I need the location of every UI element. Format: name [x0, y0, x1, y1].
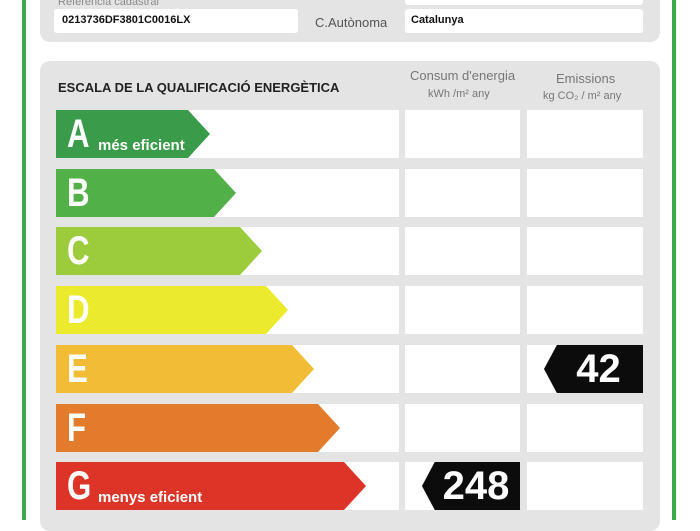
- emissions-cell: [527, 404, 643, 452]
- certificate-frame: [22, 0, 676, 520]
- energy-class-caption: més eficient: [98, 137, 185, 154]
- energy-class-bar: D: [56, 286, 288, 334]
- rating-badge: 248: [422, 462, 520, 510]
- energy-class-bar: B: [56, 169, 236, 217]
- consumption-cell: [405, 169, 520, 217]
- emissions-cell: [527, 227, 643, 275]
- emissions-unit: kg CO₂ / m² any: [543, 90, 622, 102]
- cadastral-label: Referència cadastral: [58, 0, 159, 8]
- energy-class-letter: F: [67, 406, 87, 450]
- consumption-cell: [405, 404, 520, 452]
- region-field: Catalunya: [405, 9, 643, 33]
- consumption-unit: kWh /m² any: [428, 88, 490, 100]
- consumption-header: Consum d'energia: [410, 68, 516, 83]
- energy-class-letter: B: [67, 171, 90, 215]
- energy-class-bar: C: [56, 227, 262, 275]
- cadastral-field: 0213736DF3801C0016LX: [54, 9, 298, 33]
- emissions-cell: [527, 110, 643, 158]
- consumption-cell: [405, 345, 520, 393]
- energy-class-bar: F: [56, 404, 340, 452]
- energy-class-row-c: C: [0, 227, 700, 275]
- emissions-cell: [527, 169, 643, 217]
- property-info-panel: Referència cadastral 0213736DF3801C0016L…: [40, 0, 660, 42]
- energy-class-row-e: E 42: [0, 345, 700, 393]
- emissions-cell: [527, 462, 643, 510]
- rating-badge: 42: [544, 345, 643, 393]
- consumption-cell: [405, 110, 520, 158]
- emissions-cell: [527, 286, 643, 334]
- energy-class-row-b: B: [0, 169, 700, 217]
- consumption-cell: [405, 286, 520, 334]
- energy-class-letter: G: [67, 464, 92, 508]
- region-label: C.Autònoma: [315, 15, 388, 30]
- energy-class-letter: C: [67, 229, 90, 273]
- region-value: Catalunya: [411, 14, 464, 26]
- emissions-header: Emissions: [556, 71, 616, 86]
- scale-title: ESCALA DE LA QUALIFICACIÓ ENERGÈTICA: [58, 80, 340, 95]
- energy-class-bar: E: [56, 345, 314, 393]
- energy-class-row-f: F: [0, 404, 700, 452]
- energy-class-row-d: D: [0, 286, 700, 334]
- energy-class-letter: A: [67, 112, 90, 156]
- consumption-cell: [405, 227, 520, 275]
- cadastral-value: 0213736DF3801C0016LX: [62, 14, 191, 26]
- energy-class-letter: D: [67, 288, 90, 332]
- top-right-field: [405, 0, 643, 5]
- energy-class-letter: E: [67, 347, 88, 391]
- energy-class-caption: menys eficient: [98, 489, 203, 506]
